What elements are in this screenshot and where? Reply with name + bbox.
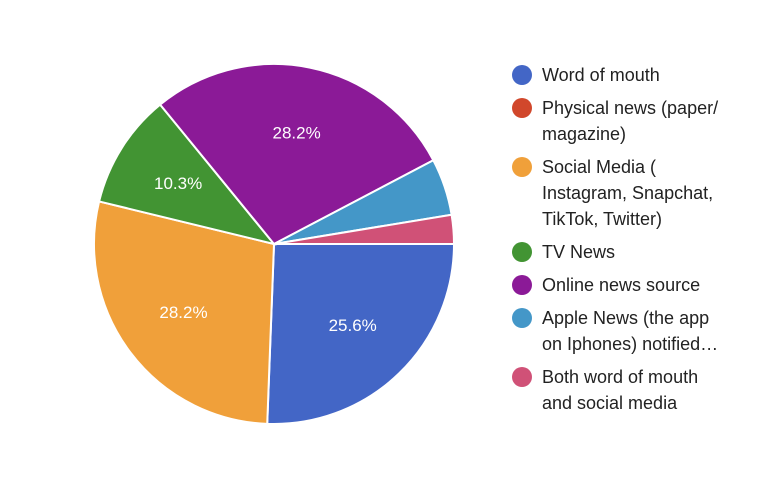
pie-slice-labels: 25.6% 28.2% 10.3% 28.2% xyxy=(154,123,377,335)
chart-legend: Word of mouth Physical news (paper/ magaz… xyxy=(512,62,774,423)
legend-item-4: Online news source xyxy=(512,272,774,298)
pie-slice-label-3: 10.3% xyxy=(154,174,202,193)
pie-slice-label-0: 25.6% xyxy=(329,316,377,335)
legend-label-5: Apple News (the app on Iphones) notified… xyxy=(542,308,719,354)
legend-swatch-0 xyxy=(512,65,532,85)
legend-label-1: Physical news (paper/ magazine) xyxy=(542,98,719,144)
pie-slice-0 xyxy=(266,243,456,425)
legend-item-3: TV News xyxy=(512,239,774,265)
pie-slice-label-2: 28.2% xyxy=(159,303,207,322)
pie-slice-label-4: 28.2% xyxy=(272,123,320,142)
pie-slice-4 xyxy=(158,63,435,246)
legend-swatch-2 xyxy=(512,157,532,177)
legend-swatch-5 xyxy=(512,308,532,328)
legend-item-5: Apple News (the app on Iphones) notified… xyxy=(512,305,774,357)
legend-item-6: Both word of mouth and social media xyxy=(512,364,774,416)
legend-label-4: Online news source xyxy=(542,275,701,295)
legend-label-6: Both word of mouth and social media xyxy=(542,367,699,413)
legend-item-2: Social Media ( Instagram, Snapchat, TikT… xyxy=(512,154,774,232)
legend-swatch-6 xyxy=(512,367,532,387)
legend-label-2: Social Media ( Instagram, Snapchat, TikT… xyxy=(542,157,714,229)
legend-label-3: TV News xyxy=(542,242,616,262)
pie-slice-3 xyxy=(97,103,277,246)
legend-swatch-3 xyxy=(512,242,532,262)
legend-item-0: Word of mouth xyxy=(512,62,774,88)
legend-swatch-4 xyxy=(512,275,532,295)
legend-swatch-1 xyxy=(512,98,532,118)
pie-slice-2 xyxy=(93,200,276,425)
legend-item-1: Physical news (paper/ magazine) xyxy=(512,95,774,147)
pie-slices xyxy=(93,63,456,425)
legend-label-0: Word of mouth xyxy=(542,65,660,85)
pie-slice-6 xyxy=(273,213,456,245)
